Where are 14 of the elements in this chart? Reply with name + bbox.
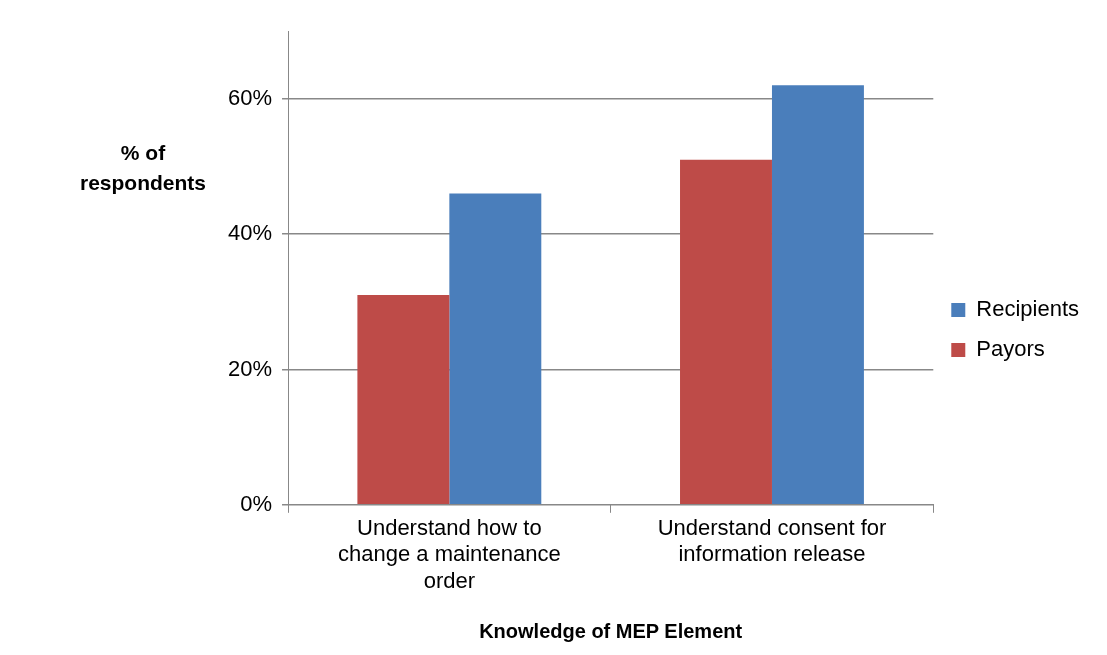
y-tick-label: 40% [227,220,273,246]
bar [771,85,864,505]
legend-label: Payors [976,336,1045,362]
bar [357,295,450,505]
legend-label: Recipients [976,296,1079,322]
y-axis-title: % of respondents [79,140,207,196]
y-tick-label: 0% [240,490,273,516]
bar [680,159,772,505]
x-tick-label: Understand consent for information release [657,515,887,567]
y-tick-label: 20% [227,355,273,381]
x-axis-title: Knowledge of MEP Element [479,619,743,642]
x-tick-label: Understand how to change a maintenance order [338,515,561,593]
bar [449,193,542,505]
y-tick-label: 60% [227,84,273,110]
